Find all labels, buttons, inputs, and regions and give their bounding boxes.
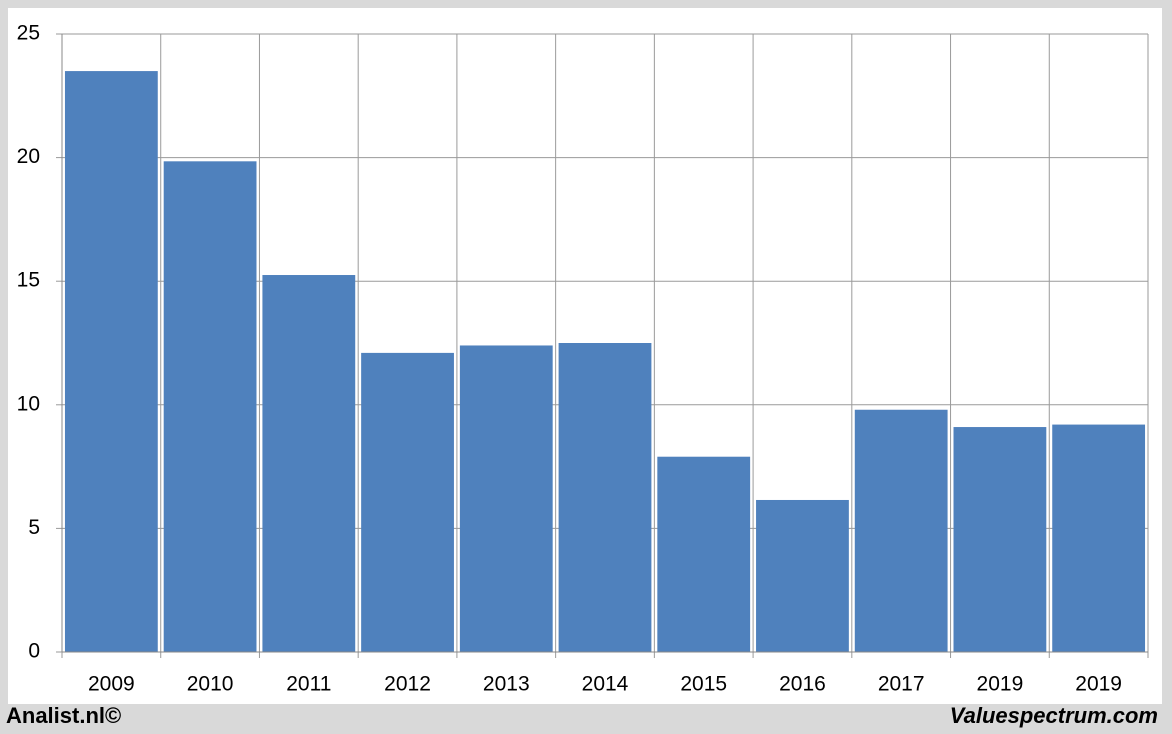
x-tick-label: 2012 [384, 673, 431, 696]
y-tick-label: 15 [17, 269, 40, 292]
y-tick-label: 5 [28, 516, 40, 539]
x-tick-label: 2013 [483, 673, 530, 696]
bar [459, 345, 553, 652]
y-tick-label: 25 [17, 22, 40, 45]
bar [558, 343, 652, 652]
y-tick-label: 10 [17, 392, 40, 415]
x-tick-label: 2009 [88, 673, 135, 696]
x-tick-label: 2017 [878, 673, 925, 696]
x-tick-label: 2019 [1075, 673, 1122, 696]
bar [361, 352, 454, 652]
x-tick-label: 2011 [286, 673, 331, 696]
x-tick-label: 2016 [779, 673, 826, 696]
bar [953, 427, 1047, 652]
footer-right: Valuespectrum.com [950, 703, 1158, 728]
bar [854, 409, 948, 652]
bar [657, 456, 751, 652]
bar [1052, 424, 1146, 652]
bar [262, 275, 356, 652]
x-tick-label: 2010 [187, 673, 234, 696]
x-tick-label: 2014 [582, 673, 629, 696]
y-tick-label: 0 [28, 640, 40, 663]
bar [756, 499, 849, 652]
y-tick-label: 20 [17, 145, 40, 168]
x-tick-label: 2019 [977, 673, 1024, 696]
bar [64, 71, 158, 652]
footer-left: Analist.nl© [6, 703, 121, 728]
x-tick-label: 2015 [680, 673, 727, 696]
bar [163, 161, 257, 653]
